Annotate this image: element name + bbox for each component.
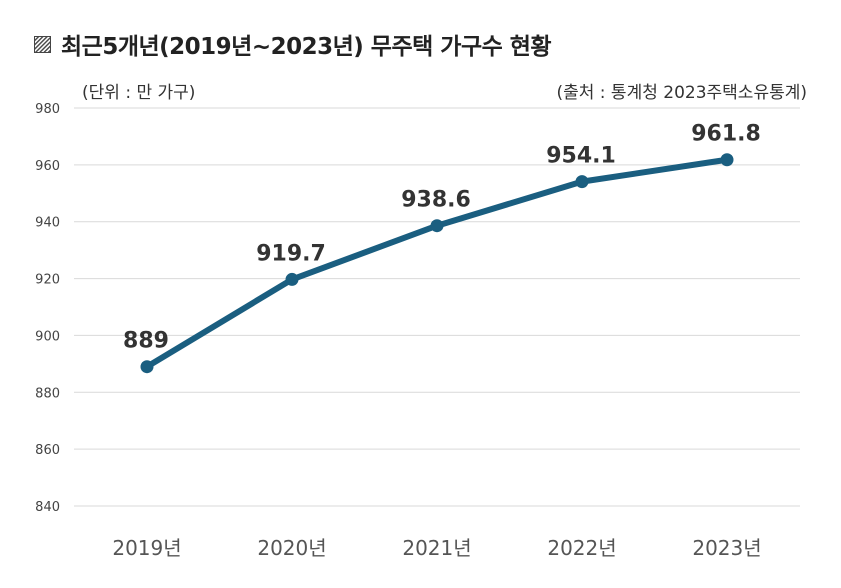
data-label: 938.6 <box>401 188 471 213</box>
x-tick-label: 2019년 <box>112 536 181 560</box>
data-label: 961.8 <box>691 122 761 147</box>
y-tick-label: 860 <box>35 443 60 458</box>
unit-label: (단위 : 만 가구) <box>82 83 196 103</box>
y-tick-label: 840 <box>35 500 60 515</box>
source-label: (출처 : 통계청 2023주택소유통계) <box>556 83 807 103</box>
y-tick-label: 880 <box>35 386 60 401</box>
x-tick-label: 2021년 <box>402 536 471 560</box>
x-tick-label: 2020년 <box>257 536 326 560</box>
y-tick-label: 980 <box>35 102 60 117</box>
series-layer <box>140 153 734 374</box>
y-tick-label: 960 <box>35 159 60 174</box>
hatched-square-icon <box>34 35 51 53</box>
data-point <box>575 175 589 189</box>
data-point <box>285 272 299 286</box>
chart-title: 최근5개년(2019년~2023년) 무주택 가구수 현황 <box>61 34 552 60</box>
y-tick-label: 920 <box>35 273 60 288</box>
y-axis-ticks: 840 860 880 900 920 940 960 980 <box>35 102 60 515</box>
x-tick-label: 2022년 <box>547 536 616 560</box>
data-labels: 889 919.7 938.6 954.1 961.8 <box>123 122 761 354</box>
title-row: 최근5개년(2019년~2023년) 무주택 가구수 현황 <box>34 26 552 62</box>
y-tick-label: 940 <box>35 216 60 231</box>
data-point <box>720 153 734 167</box>
data-point <box>430 219 444 233</box>
x-tick-label: 2023년 <box>692 536 761 560</box>
x-axis-ticks: 2019년 2020년 2021년 2022년 2023년 <box>112 536 761 560</box>
data-label: 954.1 <box>546 144 616 169</box>
data-point <box>140 360 154 374</box>
y-tick-label: 900 <box>35 329 60 344</box>
data-label: 919.7 <box>256 241 326 266</box>
data-label: 889 <box>123 329 169 354</box>
